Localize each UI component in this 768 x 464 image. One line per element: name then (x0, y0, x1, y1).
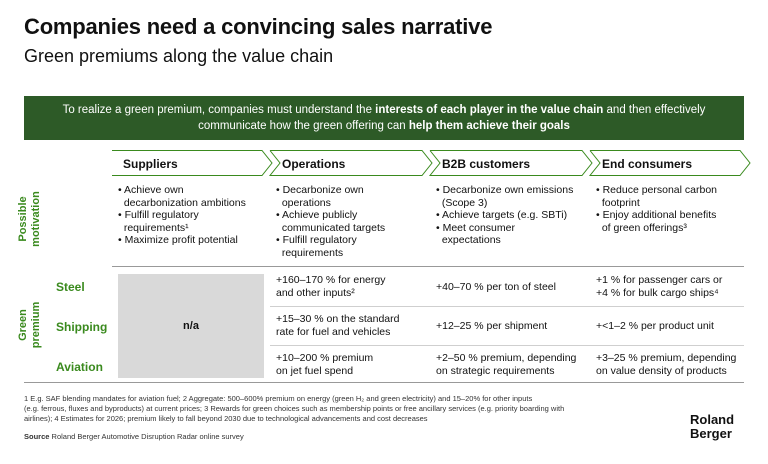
bullet-text: • Achieve own (118, 184, 184, 196)
motivation-label-line2: motivation (30, 191, 42, 247)
row-divider (270, 306, 744, 307)
steel-consumers-cell: +1 % for passenger cars or +4 % for bulk… (596, 274, 752, 300)
bullet-text: requirements (276, 246, 344, 259)
table-bottom-rule (24, 382, 744, 383)
not-applicable-box: n/a (118, 274, 264, 378)
source-note: Source Roland Berger Automotive Disrupti… (24, 432, 244, 441)
shipping-b2b-cell: +12–25 % per shipment (436, 320, 592, 333)
cell-text: on strategic requirements (436, 365, 555, 377)
bullet-text: • Fulfill regulatory (118, 209, 199, 221)
cell-text: +15–30 % on the standard (276, 313, 400, 325)
bullet-text: • Decarbonize own emissions (436, 184, 574, 196)
cell-text: +1 % for passenger cars or (596, 274, 723, 286)
section-divider (112, 266, 744, 267)
bullet-text: footprint (596, 196, 640, 209)
bullet-text: of green offerings³ (596, 221, 687, 234)
bullet-text: • Fulfill regulatory (276, 234, 357, 246)
aviation-consumers-cell: +3–25 % premium, depending on value dens… (596, 352, 756, 378)
page-title: Companies need a convincing sales narrat… (24, 14, 493, 39)
key-message-banner: To realize a green premium, companies mu… (24, 96, 744, 140)
bullet-text: • Reduce personal carbon (596, 184, 718, 196)
steel-b2b-cell: +40–70 % per ton of steel (436, 281, 592, 294)
column-header-consumers: End consumers (602, 157, 693, 171)
column-header-operations: Operations (282, 157, 346, 171)
cell-text: on jet fuel spend (276, 365, 354, 377)
row-label-shipping: Shipping (56, 320, 108, 334)
banner-text: To realize a green premium, companies mu… (62, 104, 376, 116)
cell-text: +40–70 % per ton of steel (436, 281, 556, 293)
bullet-text: • Maximize profit potential (118, 234, 238, 246)
steel-operations-cell: +160–170 % for energy and other inputs² (276, 274, 432, 300)
premium-label-line2: premium (30, 301, 42, 349)
not-applicable-text: n/a (183, 320, 199, 332)
cell-text: +160–170 % for energy (276, 274, 386, 286)
source-label: Source (24, 432, 50, 441)
cell-text: +4 % for bulk cargo ships⁴ (596, 287, 719, 299)
cell-text: on value density of products (596, 365, 727, 377)
bullet-text: • Meet consumer (436, 221, 515, 234)
logo-line2: Berger (690, 426, 732, 441)
footnote-line: 1 E.g. SAF blending mandates for aviatio… (24, 394, 533, 403)
bullet-text: (Scope 3) (436, 196, 488, 209)
bullet-text: • Decarbonize own (276, 184, 364, 196)
logo-line1: Roland (690, 412, 735, 427)
cell-text: +12–25 % per shipment (436, 320, 548, 332)
bullet-text: • Achieve targets (e.g. SBTi) (436, 209, 568, 221)
motivation-b2b: • Decarbonize own emissions (Scope 3) • … (436, 184, 592, 247)
motivation-label-line1: Possible (17, 196, 29, 242)
bullet-text: operations (276, 196, 331, 209)
page-subtitle: Green premiums along the value chain (24, 46, 334, 66)
aviation-b2b-cell: +2–50 % premium, depending on strategic … (436, 352, 594, 378)
banner-bold-text: help them achieve their goals (408, 120, 570, 132)
cell-text: and other inputs² (276, 287, 355, 299)
bullet-text: • Enjoy additional benefits (596, 209, 717, 221)
row-label-aviation: Aviation (56, 360, 103, 374)
row-label-steel: Steel (56, 280, 85, 294)
premium-label-line1: Green (17, 309, 29, 341)
bullet-text: requirements¹ (118, 221, 189, 234)
chevron-arrows (112, 150, 751, 176)
cell-text: +10–200 % premium (276, 352, 374, 364)
value-chain-chevrons: Suppliers Operations B2B customers End c… (112, 150, 752, 176)
bullet-text: expectations (436, 234, 501, 246)
column-header-b2b: B2B customers (442, 157, 531, 171)
shipping-consumers-cell: +<1–2 % per product unit (596, 320, 752, 333)
footnotes: 1 E.g. SAF blending mandates for aviatio… (24, 394, 684, 424)
bullet-text: • Achieve publicly (276, 209, 358, 221)
column-header-suppliers: Suppliers (123, 157, 178, 171)
bullet-text: decarbonization ambitions (118, 196, 246, 209)
banner-text: communicate how the green offering can (198, 120, 409, 132)
motivation-label: Possible motivation (10, 178, 50, 262)
motivation-operations: • Decarbonize own operations • Achieve p… (276, 184, 426, 259)
source-text: Roland Berger Automotive Disruption Rada… (49, 432, 244, 441)
cell-text: +3–25 % premium, depending (596, 352, 737, 364)
banner-bold-text: interests of each player in the value ch… (375, 104, 604, 116)
shipping-operations-cell: +15–30 % on the standard rate for fuel a… (276, 313, 432, 339)
roland-berger-logo: Roland Berger (690, 413, 734, 441)
motivation-suppliers: • Achieve own decarbonization ambitions … (118, 184, 268, 247)
premium-label: Green premium (10, 274, 50, 378)
bullet-text: communicated targets (276, 221, 386, 234)
cell-text: +2–50 % premium, depending (436, 352, 577, 364)
row-divider (270, 345, 744, 346)
cell-text: +<1–2 % per product unit (596, 320, 714, 332)
footnote-line: (e.g. ferrous, fluxes and byproducts) at… (24, 404, 565, 413)
cell-text: rate for fuel and vehicles (276, 326, 391, 338)
aviation-operations-cell: +10–200 % premium on jet fuel spend (276, 352, 432, 378)
footnote-line: airlines); 4 Estimates for 2026; premium… (24, 414, 428, 423)
motivation-consumers: • Reduce personal carbon footprint • Enj… (596, 184, 746, 234)
banner-text: and then effectively (603, 104, 706, 116)
